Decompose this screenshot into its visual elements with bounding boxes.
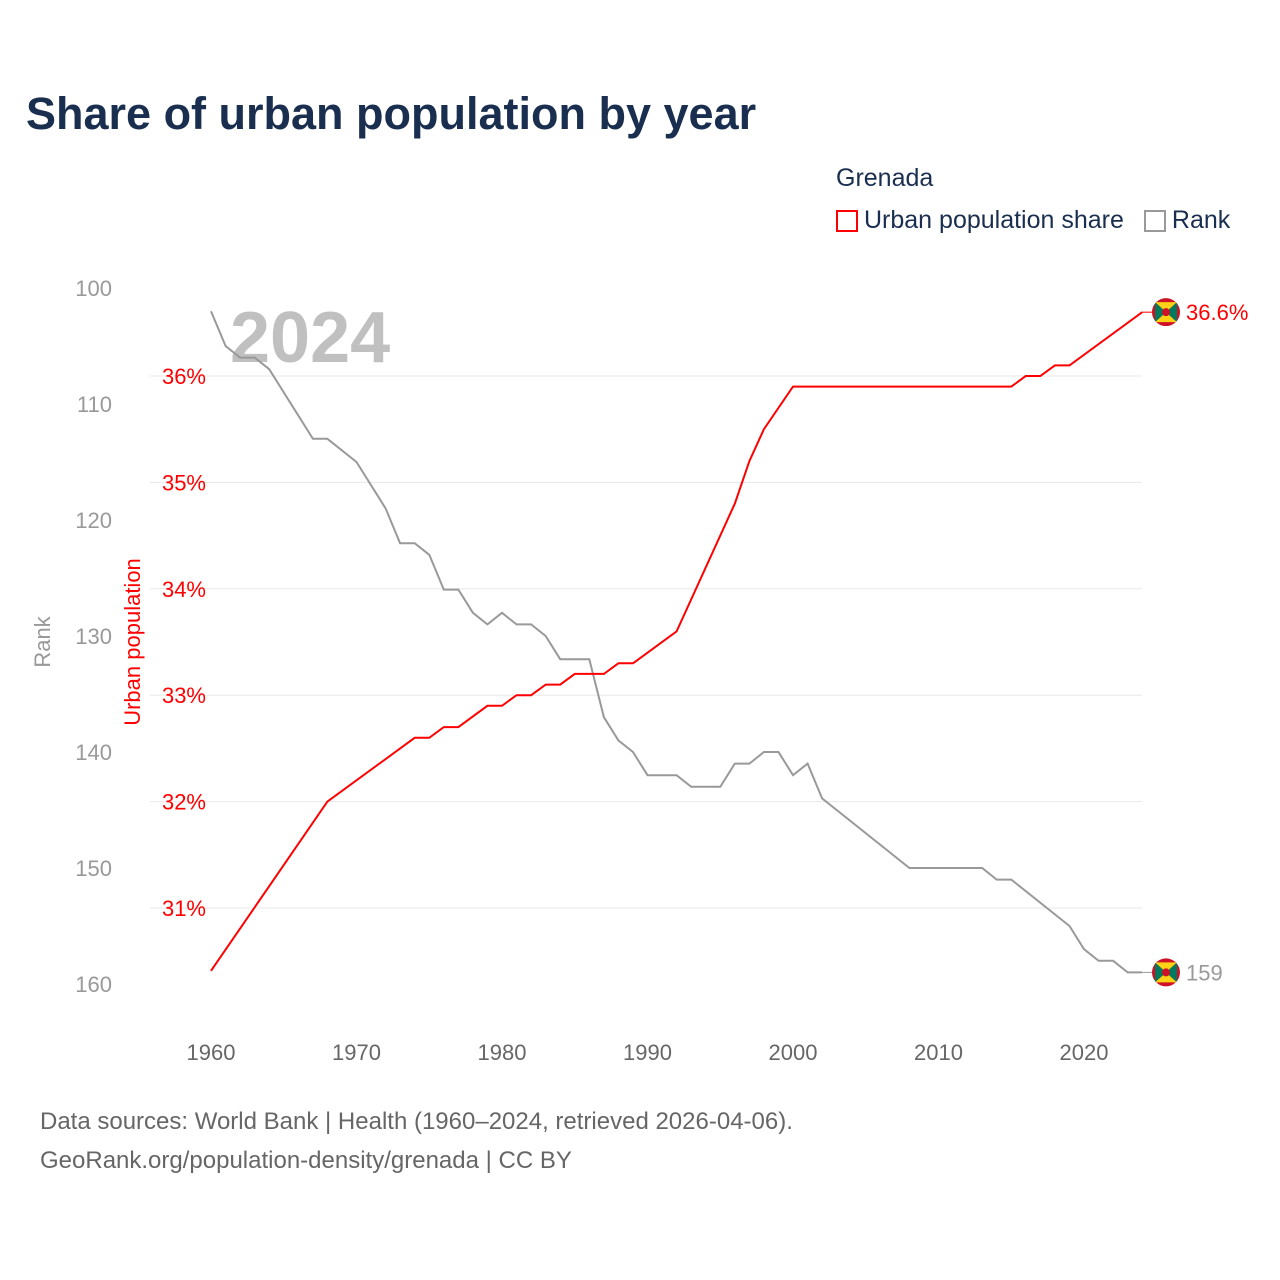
rank-tick-label: 110 [77,392,112,417]
urban-axis-label: Urban population [120,558,145,726]
rank-tick-label: 150 [75,856,112,881]
flag-yellow [1155,972,1177,983]
rank-line [210,310,1143,974]
urban-line [210,311,1143,972]
legend-label: Urban population share [864,206,1124,234]
x-tick-label: 1990 [623,1040,672,1065]
flag-center [1162,968,1170,977]
rank-tick-label: 120 [75,508,112,533]
footer-link[interactable]: GeoRank.org/population-density/grenada |… [40,1147,572,1174]
flag-yellow [1155,302,1177,313]
legend-title: Grenada [836,164,934,192]
x-tick-label: 1970 [332,1040,381,1065]
urban-end-label: 36.6% [1186,300,1248,325]
x-tick-label: 2020 [1060,1040,1109,1065]
x-tick-label: 2010 [914,1040,963,1065]
grenada-flag-icon: 159 [1152,958,1223,987]
rank-tick-label: 140 [75,740,112,765]
legend-item-urban[interactable]: Urban population share [836,206,1124,235]
rank-end-label: 159 [1186,960,1223,985]
urban-tick-label: 35% [162,470,206,495]
x-tick-label: 2000 [769,1040,818,1065]
rank-tick-label: 130 [75,624,112,649]
flag-green [1155,962,1166,983]
urban-tick-label: 34% [162,577,206,602]
rank-tick-label: 100 [75,276,112,301]
flag-body [1152,958,1180,987]
flag-green [1166,302,1177,323]
flag-green [1166,962,1177,983]
x-tick-label: 1980 [478,1040,527,1065]
rank-tick-label: 160 [75,972,112,997]
grenada-flag-icon: 36.6% [1152,298,1248,327]
urban-tick-label: 33% [162,683,206,708]
legend: Urban population share Rank [836,206,1242,235]
flag-body [1152,298,1180,327]
flag-green [1155,302,1166,323]
legend-item-rank[interactable]: Rank [1143,206,1231,235]
flag-yellow [1155,312,1177,323]
legend-swatch [1143,209,1166,232]
chart-title: Share of urban population by year [26,88,757,139]
x-tick-label: 1960 [187,1040,236,1065]
rank-axis-label: Rank [30,615,55,667]
urban-tick-label: 31% [162,896,206,921]
year-watermark: 2024 [230,298,390,378]
urban-tick-label: 36% [162,364,206,389]
flag-center [1162,308,1170,317]
legend-label: Rank [1171,206,1231,234]
flag-yellow [1155,962,1177,973]
urban-tick-label: 32% [162,790,206,815]
legend-swatch [836,209,858,232]
footer-source: Data sources: World Bank | Health (1960–… [40,1108,793,1135]
